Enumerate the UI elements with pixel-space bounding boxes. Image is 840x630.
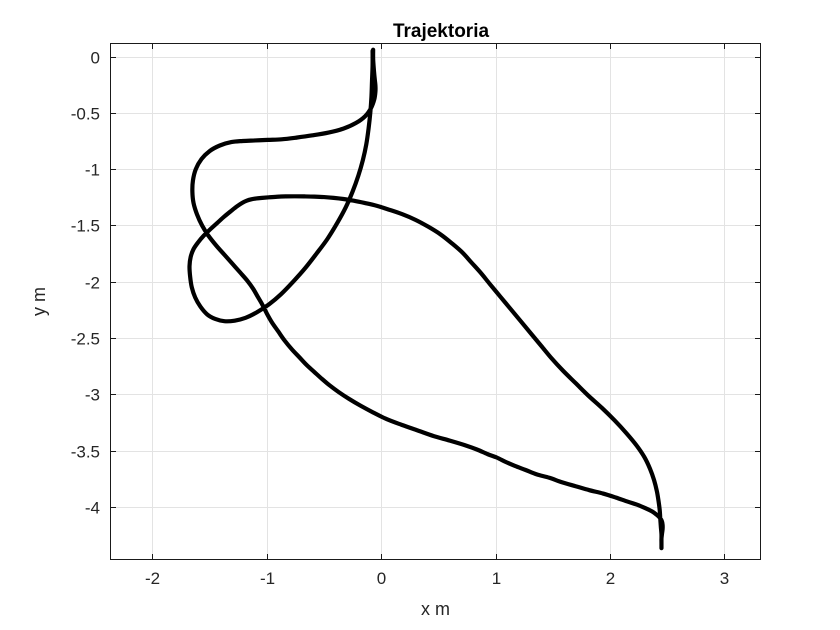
y-tick-label: -2.5 xyxy=(71,330,100,349)
x-tick-label: -2 xyxy=(145,569,160,588)
y-tick-label: -0.5 xyxy=(71,105,100,124)
x-tick-labels: -2 -1 0 1 2 3 xyxy=(145,569,729,588)
y-tick-label: -1 xyxy=(85,161,100,180)
y-tick-label: -3 xyxy=(85,386,100,405)
gridlines xyxy=(110,43,761,560)
trajectory-line[interactable] xyxy=(187,47,665,551)
x-tick-label: 0 xyxy=(377,569,386,588)
x-tick-label: 2 xyxy=(606,569,615,588)
x-axis-label: x m xyxy=(421,599,450,619)
axes-background xyxy=(110,43,761,560)
x-tick-label: 3 xyxy=(720,569,729,588)
y-tick-label: -3.5 xyxy=(71,443,100,462)
x-tick-label: -1 xyxy=(260,569,275,588)
page-title: Trajektoria xyxy=(393,21,490,42)
y-tick-label: -4 xyxy=(85,499,100,518)
axes-lines xyxy=(109,42,762,561)
y-axis-label: y m xyxy=(29,287,49,316)
y-tick-label: -2 xyxy=(85,274,100,293)
tick-marks xyxy=(110,43,761,560)
y-tick-labels: 0 -0.5 -1 -1.5 -2 -2.5 -3 -3.5 -4 xyxy=(71,49,100,518)
y-tick-label: 0 xyxy=(91,49,100,68)
y-tick-label: -1.5 xyxy=(71,217,100,236)
x-tick-label: 1 xyxy=(492,569,501,588)
